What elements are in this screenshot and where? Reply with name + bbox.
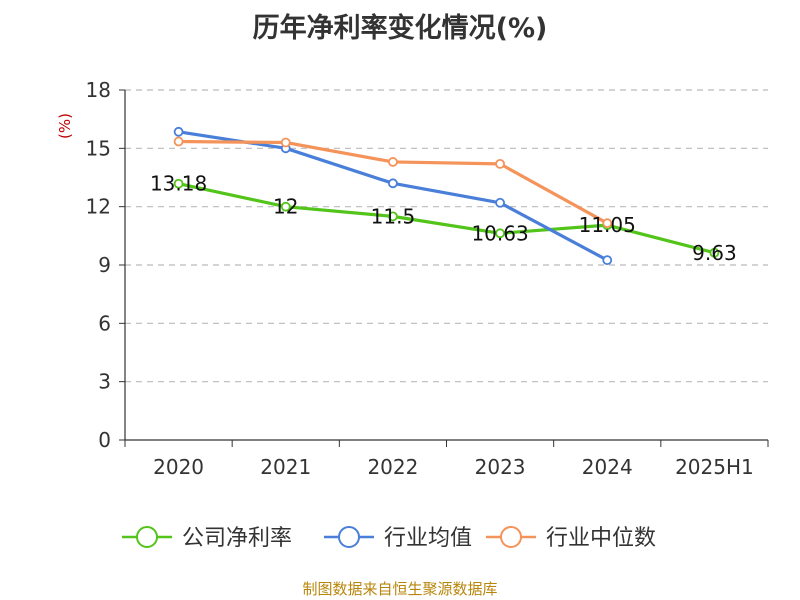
y-tick-label: 3 — [98, 370, 111, 394]
x-tick-label: 2024 — [582, 455, 633, 479]
data-point — [173, 136, 184, 147]
x-tick-label: 2025H1 — [675, 455, 754, 479]
y-tick-label: 18 — [86, 78, 111, 102]
data-label: 10.63 — [471, 221, 528, 245]
data-point — [709, 247, 720, 258]
legend-label: 行业均值 — [384, 526, 472, 551]
data-point — [280, 201, 291, 212]
series-line-0 — [178, 182, 715, 255]
data-label: 9.63 — [692, 241, 737, 265]
data-label: 11.5 — [371, 204, 416, 228]
data-point — [495, 158, 505, 169]
legend-swatch-marker — [500, 526, 522, 548]
data-point — [173, 178, 184, 189]
data-label: 13.18 — [150, 172, 207, 196]
data-label: 12 — [273, 195, 298, 219]
data-point — [388, 178, 398, 189]
x-tick-label: 2023 — [475, 455, 526, 479]
y-tick-label: 6 — [98, 311, 111, 335]
legend-label: 行业中位数 — [546, 526, 656, 551]
data-point — [602, 218, 613, 229]
legend-swatch-marker — [338, 526, 360, 548]
data-point — [495, 197, 505, 208]
y-axis-label: (%) — [56, 113, 74, 139]
y-tick-label: 0 — [98, 428, 111, 452]
data-label: 11.05 — [579, 213, 636, 237]
data-point — [495, 228, 505, 239]
legend-label: 公司净利率 — [182, 526, 292, 551]
x-tick-label: 2020 — [153, 455, 204, 479]
y-tick-label: 15 — [86, 136, 111, 160]
data-point — [280, 137, 291, 148]
legend-swatch-marker — [136, 526, 158, 548]
chart-title: 历年净利率变化情况(%) — [252, 13, 548, 44]
data-point — [602, 255, 613, 266]
data-point — [173, 126, 184, 137]
data-point — [388, 157, 398, 167]
y-tick-label: 9 — [98, 253, 111, 277]
source-note: 制图数据来自恒生聚源数据库 — [302, 580, 498, 598]
x-tick-label: 2022 — [367, 455, 418, 479]
data-point — [388, 211, 398, 222]
y-tick-label: 12 — [86, 195, 111, 219]
x-tick-label: 2021 — [260, 455, 311, 479]
